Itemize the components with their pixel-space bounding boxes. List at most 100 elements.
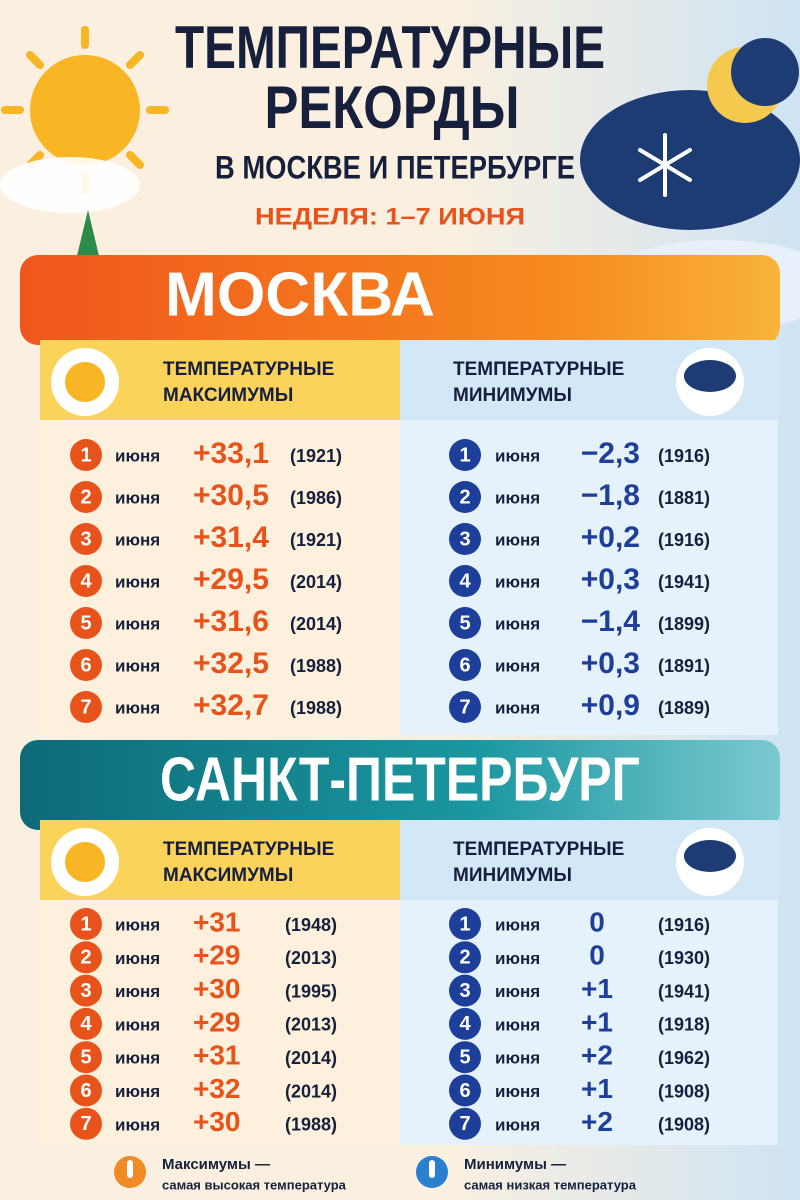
month: июня — [495, 1082, 540, 1101]
min-value: −2,3 — [581, 437, 640, 470]
day-badge — [70, 439, 102, 471]
day-badge — [70, 1107, 102, 1140]
min-value: +0,2 — [581, 521, 640, 554]
month: июня — [115, 982, 160, 1001]
year: (1889) — [658, 698, 710, 718]
day-number: 2 — [80, 947, 91, 969]
day-badge — [449, 439, 481, 471]
max-value: +31 — [193, 906, 241, 937]
day-badge — [70, 1074, 102, 1107]
city-name: МОСКВА — [165, 260, 435, 329]
day-badge — [70, 908, 102, 940]
sun-decoration — [0, 26, 169, 213]
month: июня — [495, 446, 540, 465]
legend-text: самая высокая температура — [162, 1177, 347, 1192]
max-value: +33,1 — [193, 437, 269, 470]
min-value: +1 — [581, 1073, 613, 1104]
day-badge — [449, 908, 481, 940]
day-badge — [449, 1107, 481, 1140]
month: июня — [495, 1015, 540, 1034]
legend-text: самая низкая температура — [464, 1177, 637, 1192]
min-value: +0,3 — [581, 647, 640, 680]
day-badge — [70, 649, 102, 681]
min-value: −1,4 — [581, 605, 641, 638]
legend-title: Максимумы — — [162, 1156, 270, 1173]
month: июня — [495, 488, 540, 507]
day-number: 3 — [80, 980, 91, 1002]
max-value: +31 — [193, 1040, 241, 1071]
max-value: +29 — [193, 1006, 241, 1037]
min-header: МИНИМУМЫ — [453, 385, 572, 406]
min-header: МИНИМУМЫ — [453, 865, 572, 886]
max-value: +30 — [193, 1106, 241, 1137]
day-badge — [70, 481, 102, 513]
sun-icon-core — [65, 362, 105, 402]
day-number: 4 — [459, 1013, 471, 1035]
day-number: 3 — [80, 528, 91, 550]
month: июня — [495, 698, 540, 717]
day-number: 7 — [459, 696, 470, 718]
week-label: НЕДЕЛЯ: 1–7 ИЮНЯ — [255, 203, 525, 230]
day-number: 1 — [80, 444, 91, 466]
year: (2014) — [285, 1048, 337, 1068]
day-number: 2 — [80, 486, 91, 508]
day-badge — [449, 974, 481, 1007]
max-value: +30,5 — [193, 479, 269, 512]
cloud-icon-core — [684, 840, 736, 872]
day-number: 5 — [459, 1046, 470, 1068]
day-badge — [449, 481, 481, 513]
day-number: 4 — [80, 570, 92, 592]
legend-icon-mark — [429, 1160, 435, 1178]
year: (1891) — [658, 656, 710, 676]
min-value: +0,9 — [581, 689, 640, 722]
day-badge — [70, 565, 102, 597]
city-banner — [20, 740, 780, 830]
min-value: +2 — [581, 1106, 613, 1137]
day-number: 4 — [80, 1013, 92, 1035]
max-value: +32,7 — [193, 689, 269, 722]
day-number: 7 — [80, 1113, 91, 1135]
min-value: 0 — [589, 940, 605, 971]
year: (1986) — [290, 488, 342, 508]
min-value: 0 — [589, 906, 605, 937]
city-name: САНКТ-ПЕТЕРБУРГ — [160, 745, 640, 814]
legend-title: Минимумы — — [464, 1156, 566, 1173]
day-number: 2 — [459, 486, 470, 508]
day-badge — [70, 607, 102, 639]
max-header: ТЕМПЕРАТУРНЫЕ — [163, 359, 334, 380]
month: июня — [115, 572, 160, 591]
year: (1916) — [658, 446, 710, 466]
year: (1916) — [658, 915, 710, 935]
year: (1908) — [658, 1115, 710, 1135]
month: июня — [495, 982, 540, 1001]
year: (1921) — [290, 530, 342, 550]
day-badge — [449, 1074, 481, 1107]
year: (2014) — [290, 572, 342, 592]
max-value: +32,5 — [193, 647, 269, 680]
day-number: 2 — [459, 947, 470, 969]
min-value: +1 — [581, 973, 613, 1004]
day-badge — [70, 941, 102, 974]
max-value: +29,5 — [193, 563, 269, 596]
month: июня — [115, 656, 160, 675]
day-badge — [449, 1007, 481, 1040]
day-badge — [449, 649, 481, 681]
min-header: ТЕМПЕРАТУРНЫЕ — [453, 839, 624, 860]
max-header: ТЕМПЕРАТУРНЫЕ — [163, 839, 334, 860]
min-value: −1,8 — [581, 479, 640, 512]
year: (1988) — [290, 698, 342, 718]
month: июня — [495, 530, 540, 549]
day-badge — [70, 691, 102, 723]
day-number: 3 — [459, 528, 470, 550]
subtitle: В МОСКВЕ И ПЕТЕРБУРГЕ — [215, 149, 575, 185]
month: июня — [495, 614, 540, 633]
month: июня — [115, 1049, 160, 1068]
month: июня — [115, 1015, 160, 1034]
year: (1941) — [658, 981, 710, 1001]
month: июня — [115, 949, 160, 968]
month: июня — [115, 1115, 160, 1134]
month: июня — [115, 1082, 160, 1101]
min-value: +1 — [581, 1006, 613, 1037]
